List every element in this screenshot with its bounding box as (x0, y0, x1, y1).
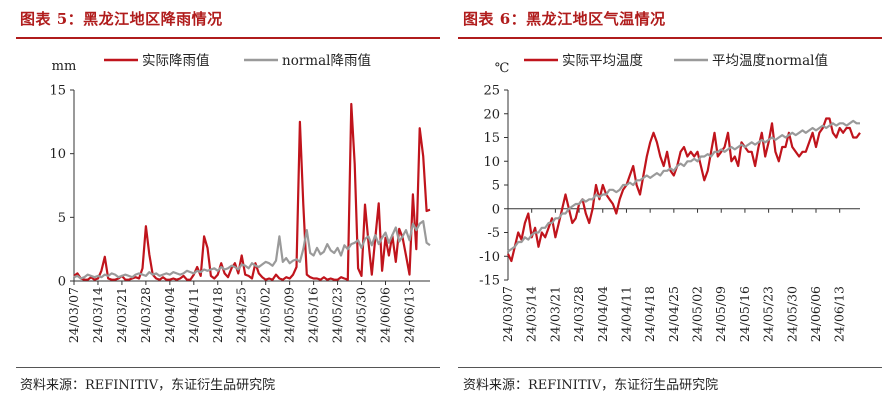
y-tick-label: 10 (483, 155, 500, 170)
x-tick-label: 24/03/07 (66, 287, 81, 343)
rainfall-chart: 0 5 10 15 mm 24/03/07 24/03/14 24/03/21 24/03/28… (49, 53, 431, 343)
y-tick-label: 15 (49, 84, 66, 99)
x-tick-label: 24/05/16 (737, 286, 752, 342)
legend-label: 平均温度normal值 (712, 53, 828, 69)
y-tick-label: 0 (58, 275, 66, 290)
x-tick-label: 24/05/09 (713, 286, 728, 342)
x-tick-label: 24/04/11 (618, 286, 633, 342)
x-tick-label: 24/05/09 (282, 287, 297, 343)
chart-1-bottom-rule (16, 367, 440, 368)
y-axis-unit: ℃ (495, 61, 510, 76)
x-tick-label: 24/03/14 (90, 287, 105, 343)
legend-label: normal降雨值 (282, 53, 371, 69)
x-tick-label: 24/03/28 (138, 287, 153, 343)
y-tick-label: -15 (479, 274, 500, 289)
x-tick-label: 24/05/16 (306, 287, 321, 343)
x-tick-label: 24/03/28 (571, 286, 586, 342)
x-tick-label: 24/06/06 (808, 286, 823, 342)
x-tick-label: 24/03/21 (114, 287, 129, 343)
x-tick-label: 24/04/04 (162, 287, 177, 343)
x-tick-label: 24/05/23 (761, 286, 776, 342)
chart-2-bottom-rule (458, 367, 882, 368)
series-line-actual (507, 117, 861, 263)
series-line-normal (507, 119, 860, 253)
y-tick-label: 5 (58, 211, 66, 226)
y-axis-unit: mm (52, 59, 77, 74)
y-tick-label: -10 (479, 250, 500, 265)
x-tick-label: 24/04/04 (595, 286, 610, 342)
x-tick-label: 24/05/30 (354, 287, 369, 343)
y-tick-label: 0 (492, 202, 500, 217)
legend-label: 实际降雨值 (142, 53, 210, 69)
x-tick-label: 24/03/14 (524, 286, 539, 342)
y-tick-label: 25 (483, 84, 500, 99)
y-tick-label: 15 (483, 131, 500, 146)
y-tick-label: 20 (483, 107, 500, 122)
y-tick-label: 5 (492, 179, 500, 194)
x-tick-label: 24/06/13 (832, 286, 847, 342)
x-tick-label: 24/06/13 (401, 287, 416, 343)
chart-2-title: 图表 6：黑龙江地区气温情况 (463, 10, 666, 28)
x-tick-label: 24/04/18 (210, 287, 225, 343)
y-tick-label: 10 (49, 147, 66, 162)
x-tick-label: 24/04/25 (666, 286, 681, 342)
y-tick-label: -5 (487, 226, 500, 241)
x-tick-label: 24/05/30 (784, 286, 799, 342)
x-tick-label: 24/04/18 (642, 286, 657, 342)
chart-2-source: 资料来源：REFINITIV，东证衍生品研究院 (463, 378, 719, 393)
x-tick-label: 24/05/23 (330, 287, 345, 343)
chart-1-title: 图表 5：黑龙江地区降雨情况 (20, 10, 223, 28)
x-tick-label: 24/03/21 (547, 286, 562, 342)
x-tick-label: 24/05/02 (690, 286, 705, 342)
x-tick-label: 24/05/02 (258, 287, 273, 343)
x-tick-label: 24/03/07 (500, 286, 515, 342)
chart-1-top-rule (16, 37, 440, 39)
chart-2-top-rule (458, 37, 882, 39)
x-tick-label: 24/04/25 (234, 287, 249, 343)
x-tick-label: 24/06/06 (378, 287, 393, 343)
legend-label: 实际平均温度 (562, 53, 643, 69)
series-line-actual (73, 102, 431, 281)
series-line-normal (73, 220, 431, 280)
x-tick-label: 24/04/11 (186, 287, 201, 343)
temperature-chart: -15 -10 -5 0 5 10 15 20 25 ℃ 24/03/07 24/03/14 24/03… (479, 53, 861, 342)
chart-1-source: 资料来源：REFINITIV，东证衍生品研究院 (20, 378, 276, 393)
